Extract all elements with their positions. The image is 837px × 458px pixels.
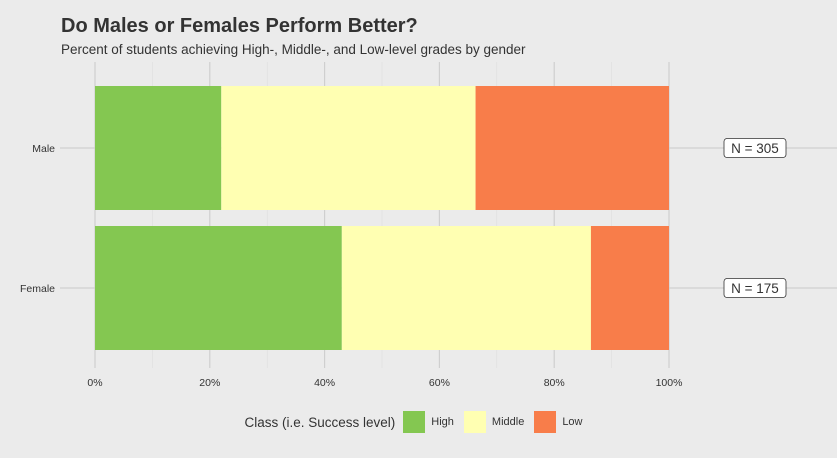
bar-high-male — [95, 86, 222, 210]
legend-key-middle — [463, 411, 486, 433]
bar-low-male — [475, 86, 669, 210]
bar-middle-male — [221, 86, 476, 210]
x-tick-label: 100% — [656, 377, 683, 389]
x-tick-label: 20% — [199, 377, 220, 389]
legend-item-high: High — [403, 411, 458, 433]
n-label: N = 175 — [731, 281, 779, 296]
n-label-box — [723, 138, 787, 158]
x-tick-label: 80% — [544, 377, 565, 389]
legend-title: Class (i.e. Success level) — [244, 414, 396, 430]
legend-label-low: Low — [562, 416, 583, 428]
y-tick-label: Female — [20, 283, 55, 295]
plot-area: 0% 20% 40% 60% 80% 100% Male Female N = 305 N = 1… — [20, 62, 837, 389]
x-tick-label: 40% — [314, 377, 335, 389]
legend-key-high — [403, 411, 426, 433]
bar-middle-female — [341, 226, 591, 350]
legend-item-low: Low — [534, 411, 586, 433]
legend-label-high: High — [431, 416, 454, 428]
chart-subtitle: Percent of students achieving High-, Mid… — [61, 42, 526, 57]
chart-title: Do Males or Females Perform Better? — [61, 15, 418, 37]
bar-low-female — [590, 226, 669, 350]
y-tick-label: Male — [32, 143, 55, 155]
x-tick-label: 0% — [87, 377, 102, 389]
legend-label-middle: Middle — [491, 416, 525, 428]
legend-item-middle: Middle — [463, 411, 528, 433]
n-label-box — [723, 278, 787, 298]
legend-key-low — [534, 411, 557, 433]
bar-high-female — [95, 226, 342, 350]
legend: Class (i.e. Success level) High Middle L… — [0, 410, 837, 434]
x-tick-label: 60% — [429, 377, 450, 389]
n-label: N = 305 — [731, 141, 779, 156]
